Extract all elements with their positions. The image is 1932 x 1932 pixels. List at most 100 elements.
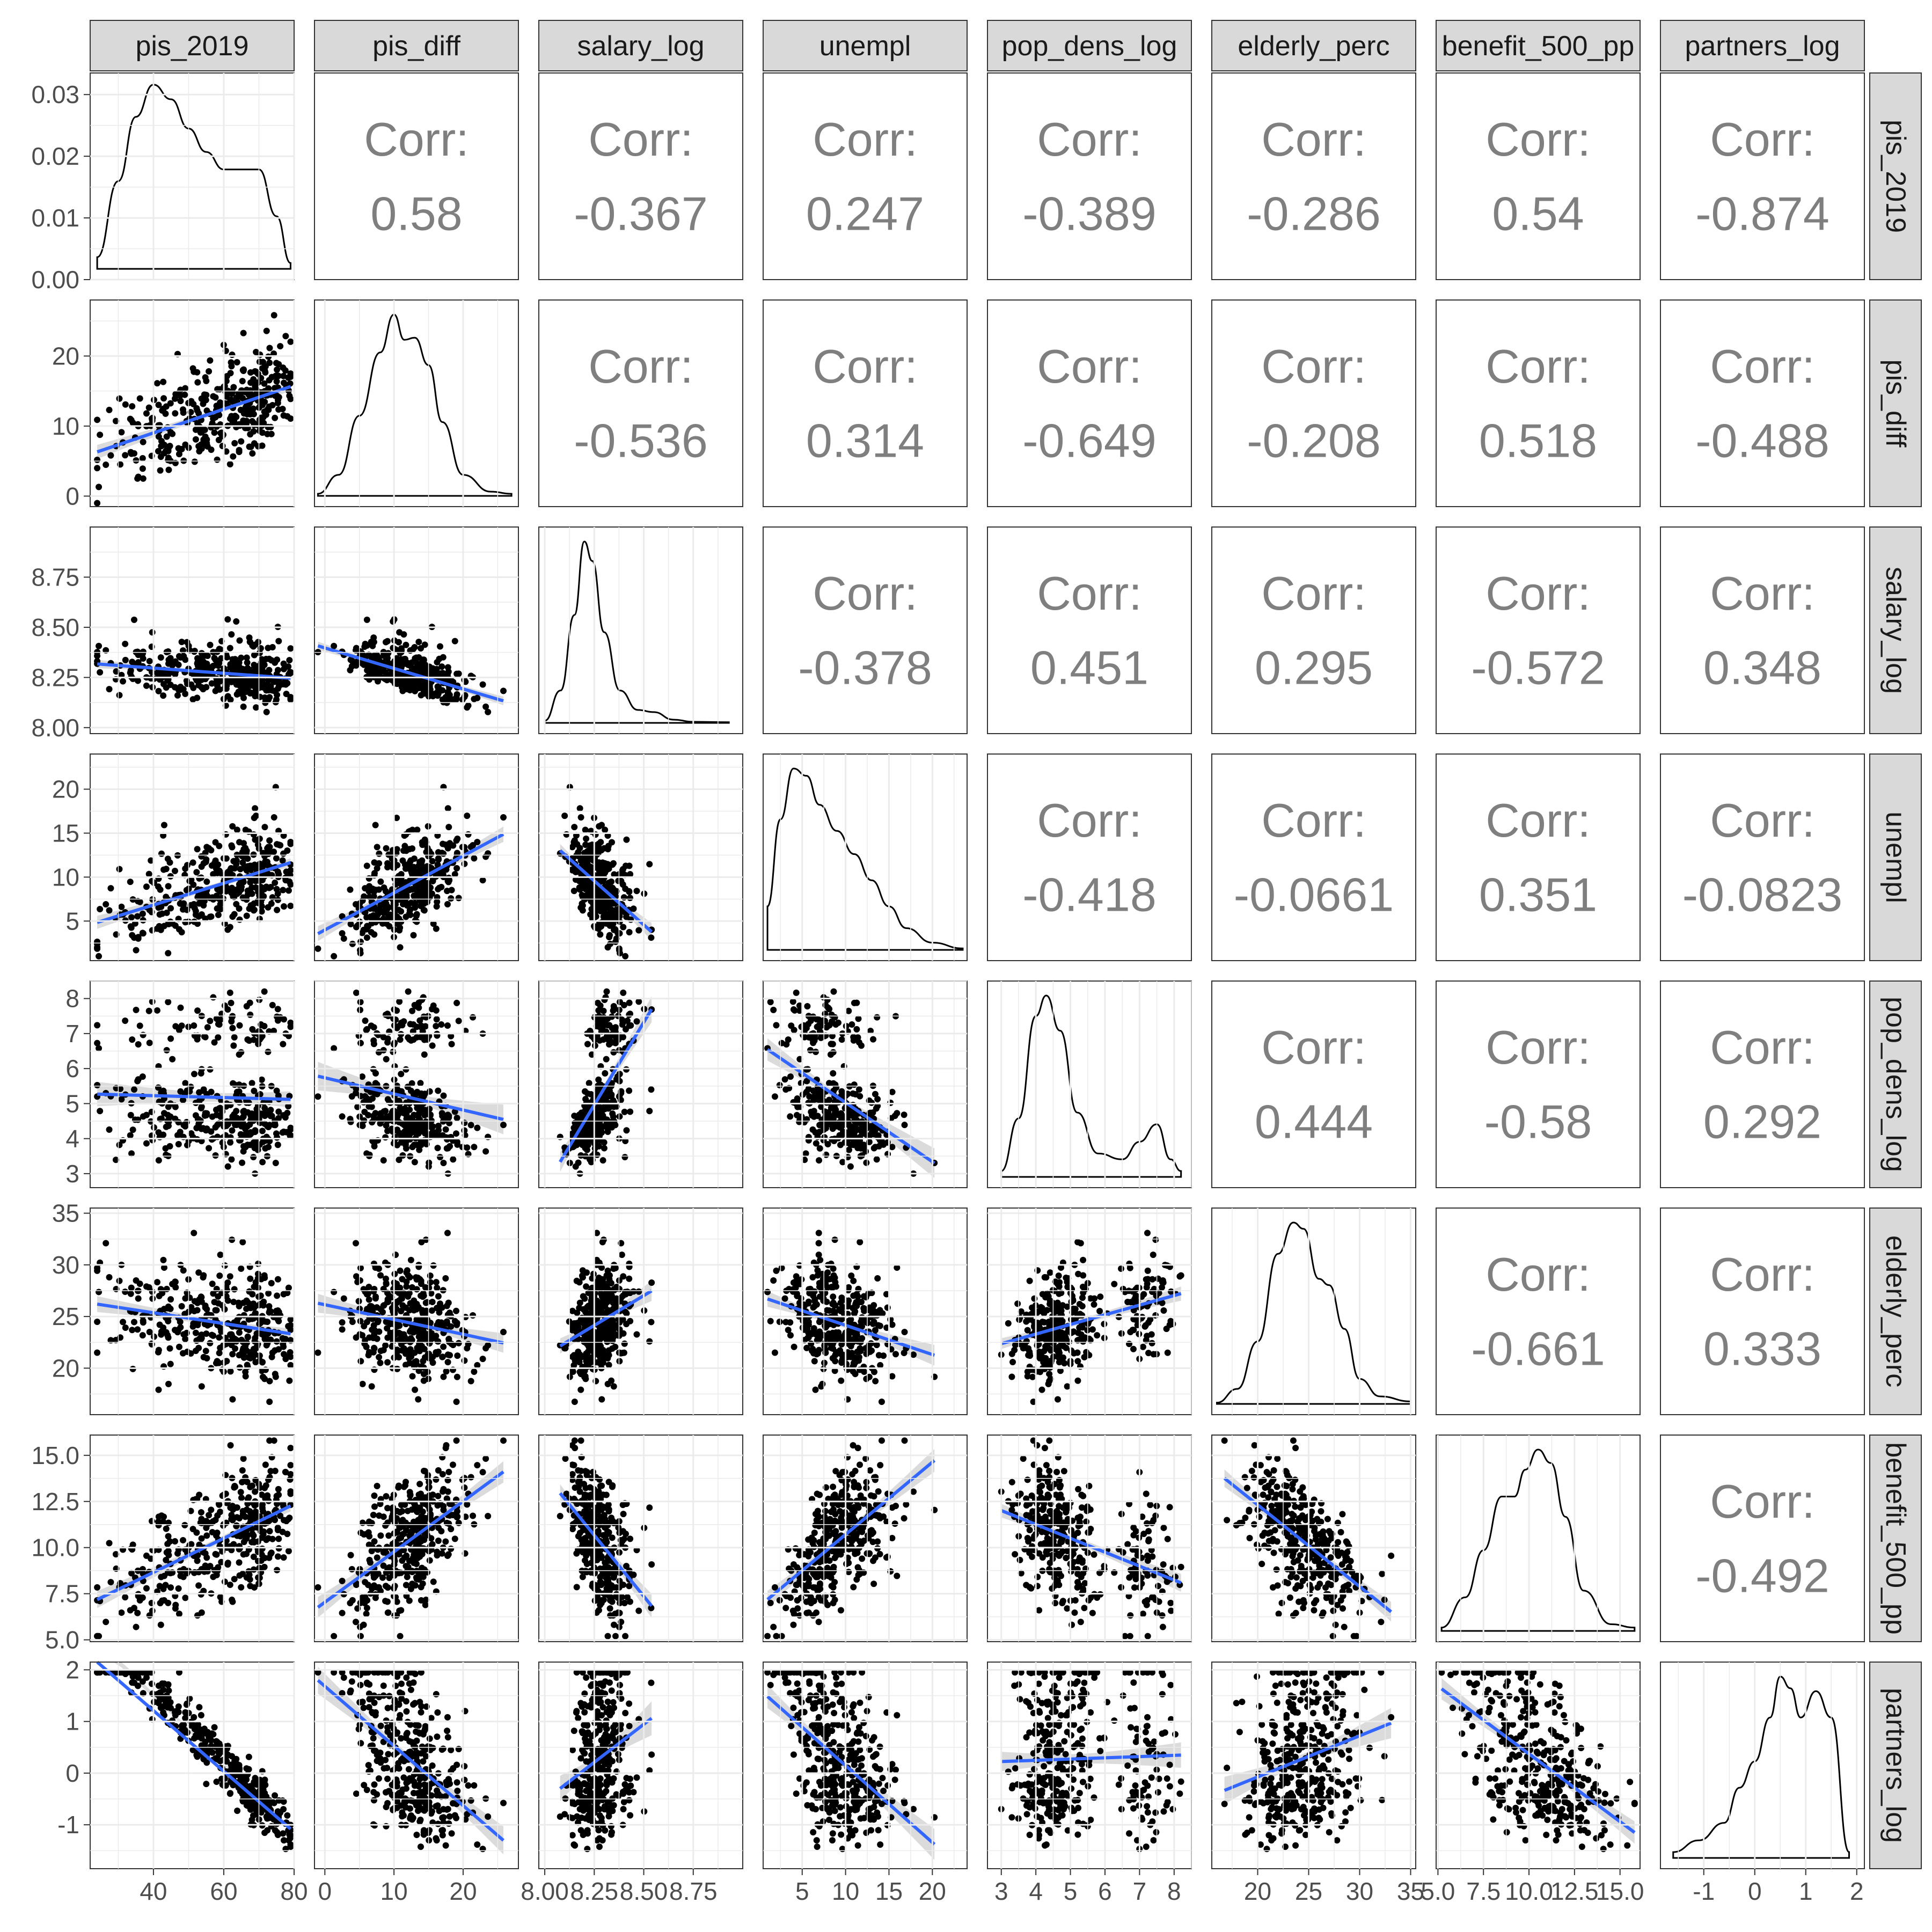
- row-strip-label: salary_log: [1880, 567, 1911, 694]
- scatter-point: [420, 1290, 427, 1297]
- scatter-point: [182, 865, 189, 872]
- scatter-point: [421, 686, 428, 693]
- scatter-point: [901, 1122, 908, 1129]
- scatter-point: [349, 940, 356, 947]
- scatter-point: [612, 938, 619, 945]
- scatter-point: [375, 678, 382, 685]
- scatter-point: [405, 660, 412, 667]
- scatter-point: [96, 953, 103, 960]
- scatter-point: [254, 1275, 261, 1282]
- scatter-point: [826, 1006, 833, 1013]
- scatter-point: [207, 1066, 214, 1073]
- scatter-point: [160, 405, 167, 412]
- scatter-point: [453, 1115, 460, 1122]
- scatter-point: [810, 1108, 817, 1115]
- scatter-point: [223, 393, 230, 400]
- scatter-point: [400, 1122, 407, 1129]
- scatter-point: [165, 466, 172, 473]
- panel-pis_2019-vs-pis_diff: Corr:0.58: [314, 72, 519, 280]
- corr-value: 0.314: [806, 414, 924, 467]
- scatter-point: [194, 846, 201, 853]
- scatter-point: [236, 1022, 243, 1029]
- scatter-point: [285, 374, 292, 381]
- scatter-point: [445, 824, 452, 831]
- scatter-point: [103, 901, 109, 908]
- scatter-point: [826, 1096, 833, 1103]
- scatter-point: [830, 1070, 837, 1077]
- scatter-point: [215, 861, 222, 868]
- scatter-point: [256, 997, 263, 1004]
- scatter-point: [259, 1128, 266, 1135]
- scatter-point: [237, 1351, 244, 1358]
- scatter-point: [453, 999, 460, 1006]
- scatter-point: [167, 400, 174, 407]
- scatter-point: [585, 847, 592, 854]
- scatter-point: [433, 1349, 440, 1356]
- scatter-point: [264, 845, 271, 852]
- scatter-point: [252, 693, 259, 700]
- scatter-point: [610, 1383, 617, 1390]
- scatter-point: [165, 1334, 172, 1341]
- scatter-point: [415, 884, 422, 891]
- scatter-point: [190, 684, 197, 691]
- scatter-point: [575, 849, 582, 856]
- panel-unempl-vs-pis_diff: [314, 753, 519, 961]
- row-strip-label: pis_diff: [1880, 360, 1911, 448]
- corr-value: 0.247: [806, 187, 924, 240]
- scatter-point: [582, 826, 589, 833]
- scatter-point: [620, 894, 627, 901]
- scatter-point: [407, 1256, 414, 1263]
- column-strip-label: elderly_perc: [1238, 31, 1389, 62]
- scatter-point: [370, 652, 377, 659]
- scatter-point: [275, 638, 282, 645]
- scatter-point: [158, 850, 165, 857]
- scatter-point: [202, 397, 209, 404]
- scatter-point: [191, 1022, 197, 1029]
- scatter-point: [155, 687, 162, 694]
- scatter-point: [285, 663, 292, 670]
- scatter-point: [583, 1283, 590, 1290]
- scatter-point: [149, 1288, 156, 1295]
- scatter-point: [182, 385, 189, 392]
- scatter-point: [602, 994, 609, 1001]
- scatter-point: [146, 906, 153, 913]
- scatter-point: [231, 1081, 238, 1088]
- scatter-point: [249, 450, 256, 457]
- scatter-point: [889, 1088, 896, 1095]
- scatter-point: [586, 1080, 592, 1087]
- scatter-point: [272, 879, 279, 886]
- scatter-point: [622, 953, 629, 960]
- scatter-point: [238, 1049, 245, 1056]
- scatter-point: [94, 1022, 101, 1029]
- scatter-point: [203, 684, 210, 691]
- scatter-point: [470, 1014, 477, 1021]
- scatter-point: [617, 999, 624, 1006]
- scatter-point: [229, 913, 236, 920]
- scatter-point: [236, 682, 243, 689]
- scatter-point: [380, 1285, 387, 1292]
- scatter-point: [616, 1358, 623, 1365]
- corr-value: -0.418: [1022, 868, 1157, 921]
- scatter-point: [386, 923, 393, 930]
- scatter-point: [267, 1107, 274, 1114]
- scatter-point: [244, 1334, 251, 1341]
- scatter-point: [867, 1132, 874, 1139]
- scatter-point: [268, 657, 275, 664]
- scatter-point: [465, 831, 472, 838]
- scatter-point: [626, 1022, 633, 1029]
- scatter-point: [376, 850, 383, 857]
- corr-label: Corr:: [1261, 567, 1366, 620]
- scatter-point: [180, 686, 187, 693]
- scatter-point: [287, 338, 294, 345]
- scatter-point: [398, 1071, 405, 1078]
- scatter-point: [254, 841, 261, 848]
- scatter-point: [267, 423, 274, 430]
- corr-label: Corr:: [1485, 794, 1591, 847]
- scatter-point: [270, 312, 277, 319]
- scatter-point: [160, 1306, 167, 1313]
- scatter-point: [831, 1110, 838, 1117]
- scatter-point: [172, 1278, 179, 1285]
- scatter-point: [626, 895, 633, 902]
- scatter-point: [133, 1006, 140, 1013]
- scatter-point: [604, 1015, 611, 1022]
